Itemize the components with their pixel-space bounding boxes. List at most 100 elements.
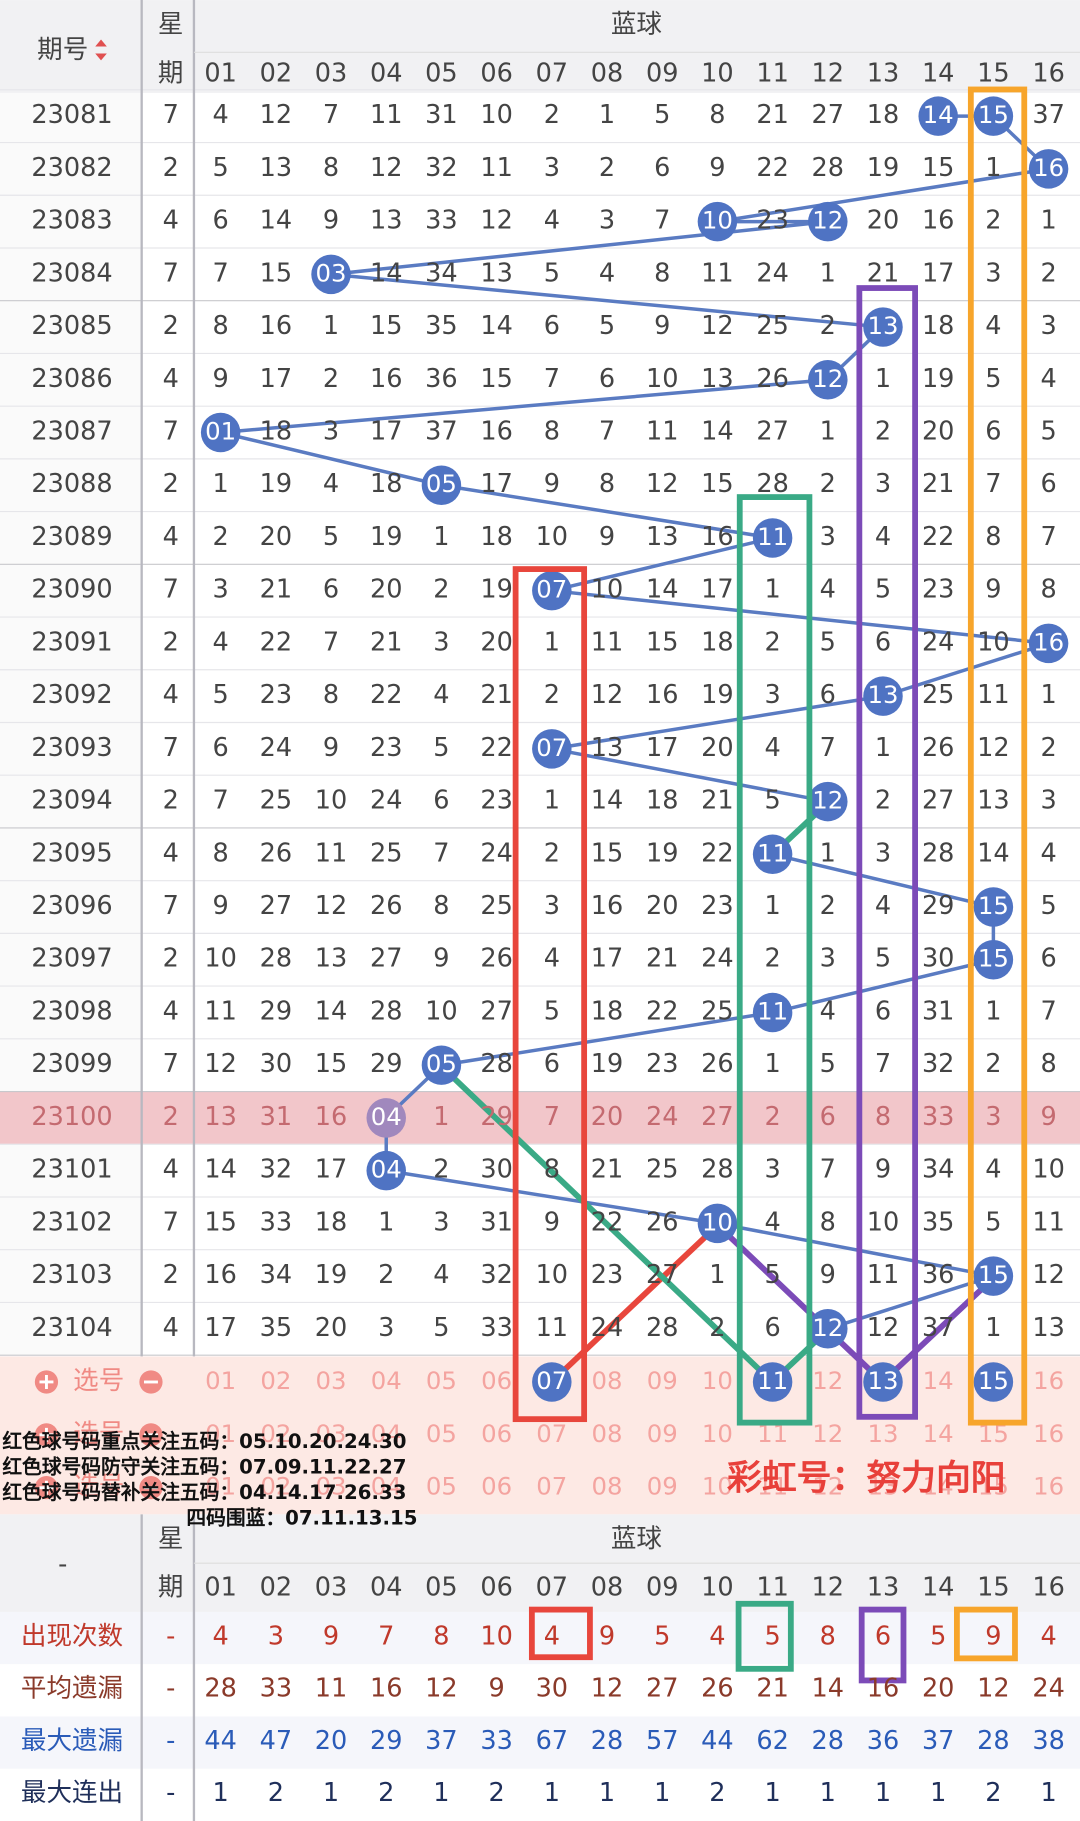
miss-count: 21: [756, 100, 789, 130]
ball-number: 12: [812, 364, 843, 393]
miss-count: 5: [985, 1207, 1001, 1237]
selection-number: 08: [592, 1366, 623, 1395]
stat-value: 14: [812, 1674, 845, 1704]
period: 23092: [31, 680, 112, 710]
miss-count: 34: [922, 1155, 954, 1185]
column-header: 04: [370, 1573, 403, 1603]
column-header: 05: [425, 58, 458, 88]
miss-count: 17: [922, 258, 954, 288]
weekday-header: 期: [158, 58, 184, 88]
stat-value: 1: [820, 1778, 836, 1808]
stat-label: 出现次数: [21, 1621, 123, 1651]
miss-count: 12: [370, 153, 403, 183]
stat-value: 24: [1032, 1674, 1064, 1704]
selection-label: 选号: [73, 1472, 124, 1502]
selection-number: 10: [702, 1472, 733, 1501]
annotation-line: [549, 1223, 720, 1385]
stat-value: 44: [204, 1726, 237, 1756]
ball: [863, 1362, 903, 1402]
miss-count: 8: [213, 311, 229, 341]
stat-value: 2: [709, 1778, 725, 1808]
miss-count: 5: [433, 1313, 449, 1343]
ball-number: 11: [757, 996, 788, 1025]
miss-count: 3: [875, 838, 891, 868]
period: 23091: [31, 627, 112, 657]
note: 红色球号码防守关注五码：07.09.11.22.27: [2, 1455, 406, 1478]
miss-count: 16: [260, 311, 293, 341]
stat-value: 57: [646, 1726, 679, 1756]
miss-count: 13: [260, 153, 293, 183]
miss-count: 8: [544, 1155, 560, 1185]
miss-count: 26: [370, 891, 403, 921]
current-row-bg: [0, 1091, 1080, 1145]
miss-count: 13: [1032, 1313, 1064, 1343]
selection-number: 06: [481, 1366, 512, 1395]
miss-count: 2: [985, 1049, 1001, 1079]
column-header: 11: [756, 1573, 789, 1603]
miss-count: 34: [260, 1260, 293, 1290]
period: 23088: [31, 469, 112, 499]
period-header: 期号: [37, 35, 88, 65]
miss-count: 4: [213, 100, 229, 130]
stat-value: 5: [654, 1621, 670, 1651]
miss-count: 4: [820, 575, 836, 605]
selection-number: 16: [1033, 1419, 1064, 1448]
weekday: 2: [163, 311, 179, 341]
miss-count: 1: [985, 996, 1001, 1026]
ball: [200, 412, 241, 453]
miss-count: 11: [646, 417, 679, 447]
period: 23090: [31, 575, 112, 605]
selection-number: 09: [647, 1472, 678, 1501]
stat-value: 6: [875, 1621, 891, 1651]
miss-count: 9: [709, 153, 725, 183]
column-header: 06: [480, 58, 512, 88]
add-sign: [39, 1427, 54, 1442]
miss-count: 12: [1032, 1260, 1064, 1290]
miss-count: 6: [544, 1049, 560, 1079]
highlight-box: [858, 1606, 907, 1684]
period: 23103: [31, 1260, 112, 1290]
miss-count: 8: [709, 100, 725, 130]
ball-number: 14: [923, 100, 954, 129]
stat-value: 29: [370, 1726, 403, 1756]
weekday: 2: [163, 944, 179, 974]
column-header: 07: [536, 58, 569, 88]
ball-number: 13: [867, 311, 898, 340]
add-sign: [39, 1480, 54, 1495]
miss-count: 1: [709, 1260, 725, 1290]
miss-count: 5: [213, 680, 229, 710]
period: 23097: [31, 944, 112, 974]
weekday: 2: [163, 469, 179, 499]
miss-count: 3: [213, 575, 229, 605]
miss-count: 14: [204, 1155, 237, 1185]
miss-count: 14: [480, 311, 512, 341]
miss-count: 2: [433, 575, 449, 605]
miss-count: 21: [867, 258, 899, 288]
signature: 彩虹号：努力向阳: [727, 1459, 1006, 1499]
ball-number: 03: [316, 258, 347, 287]
selection-number: 16: [1033, 1472, 1064, 1501]
miss-count: 33: [480, 1313, 512, 1343]
miss-count: 1: [764, 891, 780, 921]
stat-value: 67: [536, 1726, 569, 1756]
period: 23087: [31, 417, 112, 447]
miss-count: 5: [820, 1049, 836, 1079]
stat-value: 28: [204, 1674, 237, 1704]
miss-count: 10: [536, 522, 569, 552]
miss-count: 2: [764, 944, 780, 974]
miss-count: 28: [260, 944, 293, 974]
weekday: 4: [163, 364, 179, 394]
miss-count: 18: [922, 311, 954, 341]
miss-count: 6: [985, 417, 1001, 447]
miss-count: 22: [370, 680, 403, 710]
miss-count: 7: [599, 417, 615, 447]
period: 23098: [31, 996, 112, 1026]
miss-count: 17: [591, 944, 623, 974]
miss-count: 22: [480, 733, 512, 763]
miss-count: 30: [922, 944, 954, 974]
miss-count: 4: [599, 258, 615, 288]
miss-count: 12: [204, 1049, 237, 1079]
miss-count: 17: [260, 364, 293, 394]
miss-count: 12: [867, 1313, 899, 1343]
miss-count: 27: [756, 417, 789, 447]
